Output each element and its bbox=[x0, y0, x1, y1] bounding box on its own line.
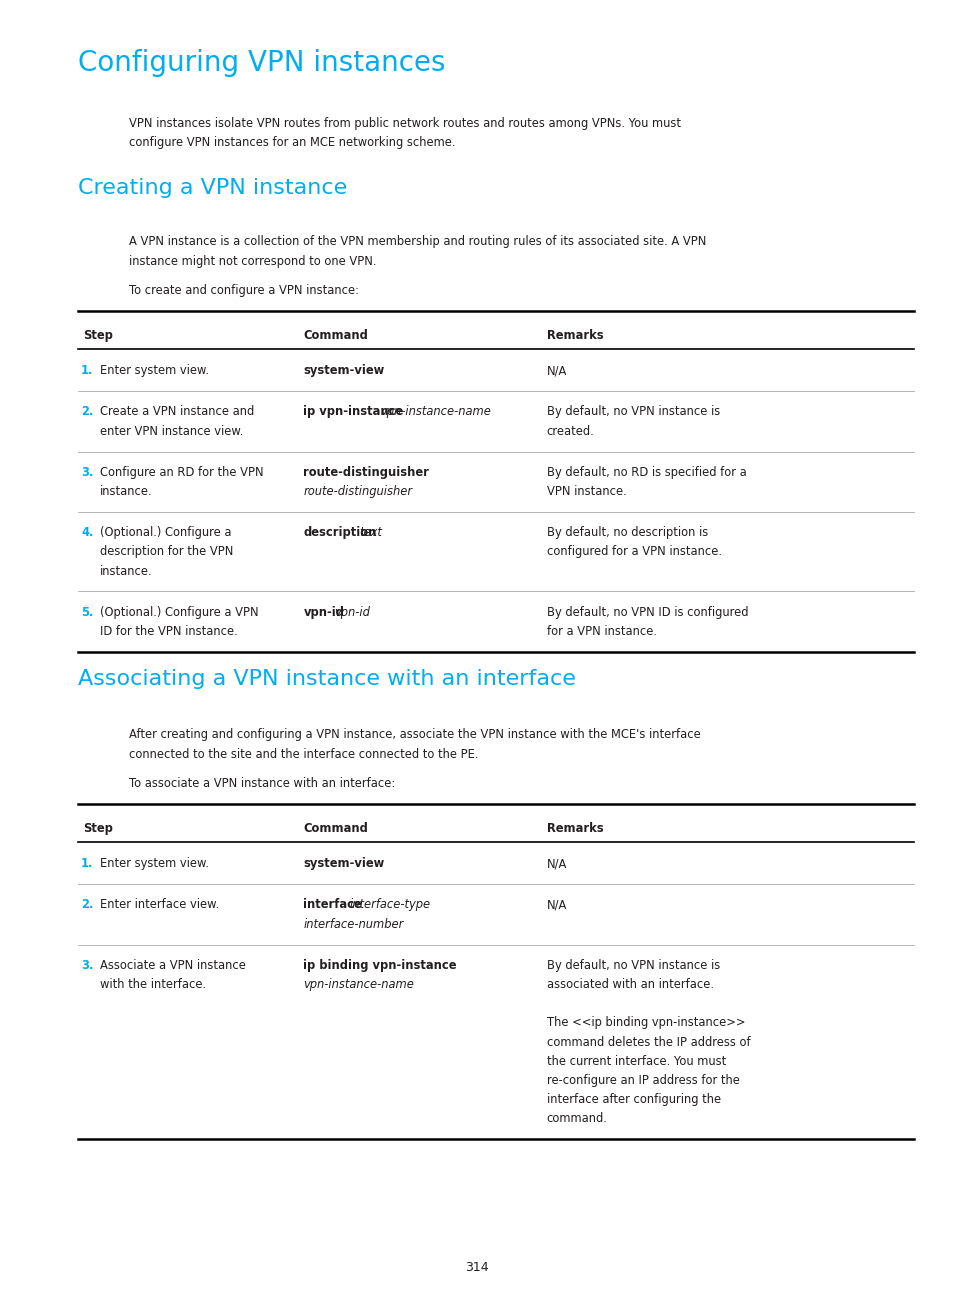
Text: vpn-instance-name: vpn-instance-name bbox=[303, 978, 414, 991]
Text: interface: interface bbox=[303, 898, 362, 911]
Text: By default, no description is: By default, no description is bbox=[546, 526, 707, 539]
Text: vpn-instance-name: vpn-instance-name bbox=[379, 406, 490, 419]
Text: description: description bbox=[303, 526, 376, 539]
Text: 4.: 4. bbox=[81, 526, 93, 539]
Text: vpn-id: vpn-id bbox=[303, 605, 344, 618]
Text: (Optional.) Configure a: (Optional.) Configure a bbox=[100, 526, 232, 539]
Text: 2.: 2. bbox=[81, 406, 93, 419]
Text: instance might not correspond to one VPN.: instance might not correspond to one VPN… bbox=[129, 254, 375, 267]
Text: A VPN instance is a collection of the VPN membership and routing rules of its as: A VPN instance is a collection of the VP… bbox=[129, 236, 705, 249]
Text: configure VPN instances for an MCE networking scheme.: configure VPN instances for an MCE netwo… bbox=[129, 136, 455, 149]
Text: To create and configure a VPN instance:: To create and configure a VPN instance: bbox=[129, 284, 358, 297]
Text: By default, no VPN instance is: By default, no VPN instance is bbox=[546, 406, 720, 419]
Text: Command: Command bbox=[303, 329, 368, 342]
Text: command deletes the IP address of: command deletes the IP address of bbox=[546, 1036, 749, 1048]
Text: Enter system view.: Enter system view. bbox=[100, 364, 209, 377]
Text: By default, no VPN ID is configured: By default, no VPN ID is configured bbox=[546, 605, 747, 618]
Text: description for the VPN: description for the VPN bbox=[100, 546, 233, 559]
Text: By default, no RD is specified for a: By default, no RD is specified for a bbox=[546, 465, 745, 478]
Text: route-distinguisher: route-distinguisher bbox=[303, 485, 412, 498]
Text: re-configure an IP address for the: re-configure an IP address for the bbox=[546, 1074, 739, 1087]
Text: Configure an RD for the VPN: Configure an RD for the VPN bbox=[100, 465, 264, 478]
Text: the current interface. You must: the current interface. You must bbox=[546, 1055, 725, 1068]
Text: Creating a VPN instance: Creating a VPN instance bbox=[78, 179, 347, 198]
Text: 314: 314 bbox=[465, 1261, 488, 1274]
Text: created.: created. bbox=[546, 425, 594, 438]
Text: ID for the VPN instance.: ID for the VPN instance. bbox=[100, 625, 237, 638]
Text: VPN instances isolate VPN routes from public network routes and routes among VPN: VPN instances isolate VPN routes from pu… bbox=[129, 117, 680, 130]
Text: N/A: N/A bbox=[546, 898, 566, 911]
Text: VPN instance.: VPN instance. bbox=[546, 485, 626, 498]
Text: Remarks: Remarks bbox=[546, 329, 602, 342]
Text: 1.: 1. bbox=[81, 857, 93, 870]
Text: Command: Command bbox=[303, 822, 368, 835]
Text: (Optional.) Configure a VPN: (Optional.) Configure a VPN bbox=[100, 605, 258, 618]
Text: 5.: 5. bbox=[81, 605, 93, 618]
Text: 3.: 3. bbox=[81, 465, 93, 478]
Text: instance.: instance. bbox=[100, 485, 152, 498]
Text: enter VPN instance view.: enter VPN instance view. bbox=[100, 425, 243, 438]
Text: Associating a VPN instance with an interface: Associating a VPN instance with an inter… bbox=[78, 669, 576, 688]
Text: configured for a VPN instance.: configured for a VPN instance. bbox=[546, 546, 720, 559]
Text: Step: Step bbox=[83, 329, 112, 342]
Text: associated with an interface.: associated with an interface. bbox=[546, 978, 713, 991]
Text: instance.: instance. bbox=[100, 565, 152, 578]
Text: ip binding vpn-instance: ip binding vpn-instance bbox=[303, 959, 456, 972]
Text: with the interface.: with the interface. bbox=[100, 978, 206, 991]
Text: Create a VPN instance and: Create a VPN instance and bbox=[100, 406, 254, 419]
Text: Remarks: Remarks bbox=[546, 822, 602, 835]
Text: 3.: 3. bbox=[81, 959, 93, 972]
Text: To associate a VPN instance with an interface:: To associate a VPN instance with an inte… bbox=[129, 778, 395, 791]
Text: Enter interface view.: Enter interface view. bbox=[100, 898, 219, 911]
Text: route-distinguisher: route-distinguisher bbox=[303, 465, 429, 478]
Text: for a VPN instance.: for a VPN instance. bbox=[546, 625, 656, 638]
Text: connected to the site and the interface connected to the PE.: connected to the site and the interface … bbox=[129, 748, 477, 761]
Text: N/A: N/A bbox=[546, 857, 566, 870]
Text: 2.: 2. bbox=[81, 898, 93, 911]
Text: vpn-id: vpn-id bbox=[334, 605, 370, 618]
Text: 1.: 1. bbox=[81, 364, 93, 377]
Text: Step: Step bbox=[83, 822, 112, 835]
Text: The <<ip binding vpn-instance>>: The <<ip binding vpn-instance>> bbox=[546, 1016, 744, 1029]
Text: system-view: system-view bbox=[303, 364, 384, 377]
Text: interface after configuring the: interface after configuring the bbox=[546, 1093, 720, 1105]
Text: Configuring VPN instances: Configuring VPN instances bbox=[78, 49, 445, 78]
Text: interface-type: interface-type bbox=[349, 898, 430, 911]
Text: system-view: system-view bbox=[303, 857, 384, 870]
Text: N/A: N/A bbox=[546, 364, 566, 377]
Text: By default, no VPN instance is: By default, no VPN instance is bbox=[546, 959, 720, 972]
Text: Associate a VPN instance: Associate a VPN instance bbox=[100, 959, 246, 972]
Text: text: text bbox=[359, 526, 382, 539]
Text: ip vpn-instance: ip vpn-instance bbox=[303, 406, 403, 419]
Text: After creating and configuring a VPN instance, associate the VPN instance with t: After creating and configuring a VPN ins… bbox=[129, 728, 700, 741]
Text: command.: command. bbox=[546, 1112, 607, 1125]
Text: Enter system view.: Enter system view. bbox=[100, 857, 209, 870]
Text: interface-number: interface-number bbox=[303, 918, 403, 931]
